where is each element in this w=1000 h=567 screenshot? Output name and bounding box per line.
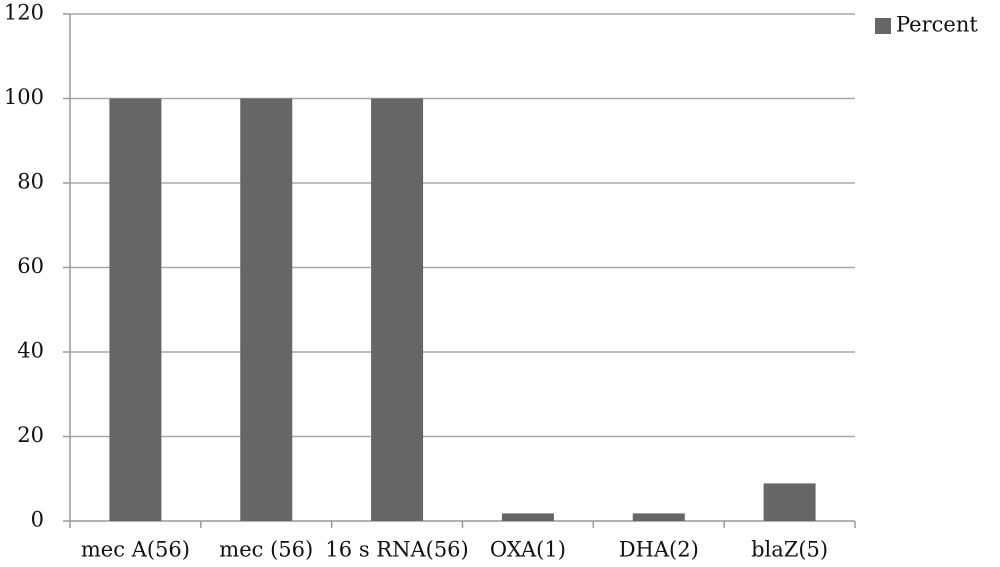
x-tick-label: OXA(1) [490, 538, 566, 562]
y-tick-label: 120 [4, 1, 44, 25]
y-tick-label: 20 [17, 423, 44, 447]
bar [501, 513, 554, 521]
y-tick-label: 80 [17, 170, 44, 194]
y-tick-label: 60 [17, 254, 44, 278]
legend-swatch [875, 18, 891, 34]
x-tick-label: mec A(56) [81, 538, 190, 562]
legend-label: Percent [896, 13, 978, 37]
bar [763, 483, 816, 521]
bar [632, 513, 685, 521]
bar [109, 98, 162, 521]
x-tick-label: blaZ(5) [751, 538, 828, 562]
y-tick-label: 0 [31, 508, 44, 532]
bar [371, 98, 424, 521]
y-tick-label: 100 [4, 85, 44, 109]
x-tick-label: 16 s RNA(56) [325, 538, 468, 562]
x-tick-label: DHA(2) [619, 538, 699, 562]
y-tick-label: 40 [17, 339, 44, 363]
x-tick-label: mec (56) [219, 538, 313, 562]
bar [240, 98, 293, 521]
